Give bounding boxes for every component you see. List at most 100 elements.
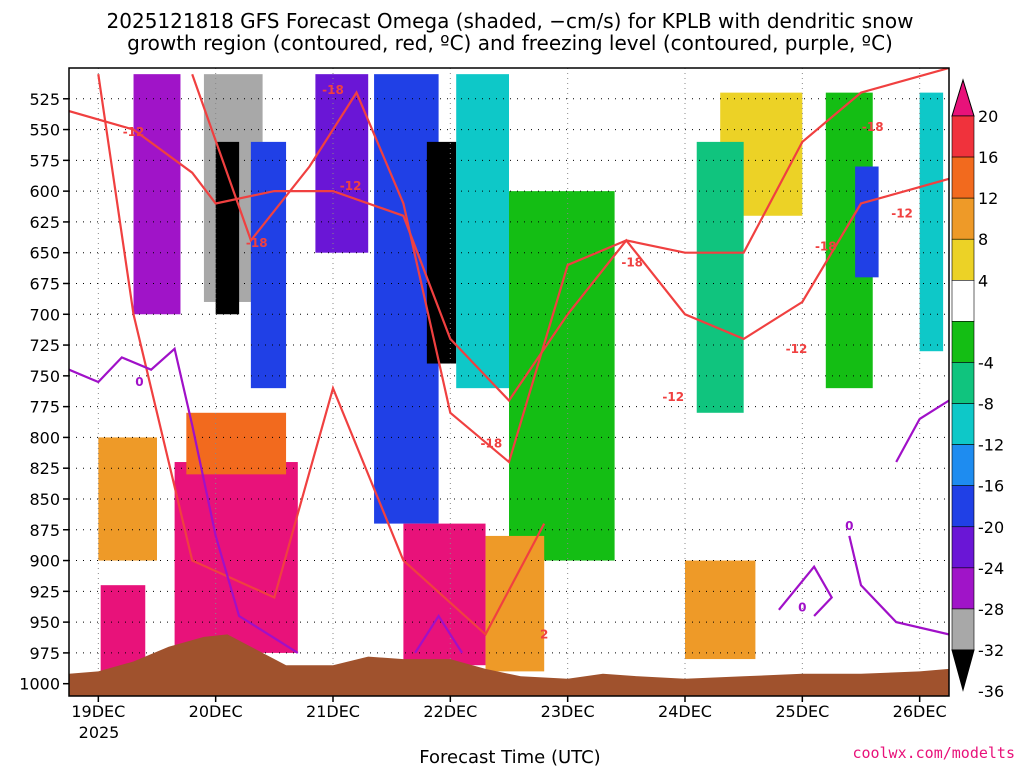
chart-title-line-2: growth region (contoured, red, ºC) and f… bbox=[127, 31, 893, 55]
time-tick-label: 21DEC bbox=[306, 702, 360, 721]
freezing-level-contour-line bbox=[848, 535, 949, 636]
pressure-tick-label: 850 bbox=[29, 490, 60, 509]
pressure-tick-label: 750 bbox=[29, 367, 60, 386]
colorbar-swatch bbox=[951, 362, 975, 404]
colorbar-label: -12 bbox=[978, 436, 1004, 455]
time-tick-label: 23DEC bbox=[541, 702, 595, 721]
pressure-tick-label: 550 bbox=[29, 121, 60, 140]
dgz-contour-label: -18 bbox=[481, 437, 503, 451]
colorbar-label: -32 bbox=[978, 641, 1004, 660]
omega-shading bbox=[98, 74, 944, 672]
colorbar-swatch bbox=[951, 238, 975, 281]
terrain-profile bbox=[69, 634, 949, 696]
dgz-contour-label: -12 bbox=[786, 342, 808, 356]
omega-region bbox=[456, 74, 509, 389]
dgz-contour-label: -18 bbox=[322, 83, 344, 97]
pressure-tick-label: 775 bbox=[29, 398, 60, 417]
time-axis: 19DEC 20DEC 21DEC 22DEC 23DEC 24DEC 25DEC 26DEC bbox=[71, 696, 947, 721]
time-tick-label: 25DEC bbox=[775, 702, 829, 721]
colorbar-swatch bbox=[951, 280, 975, 322]
dgz-contour-label: -18 bbox=[246, 236, 268, 250]
colorbar-label: -8 bbox=[978, 395, 994, 414]
plot-frame bbox=[68, 67, 950, 697]
dgz-contour-line bbox=[97, 74, 546, 637]
pressure-tick-label: 825 bbox=[29, 459, 60, 478]
time-tick-label: 22DEC bbox=[423, 702, 477, 721]
omega-region bbox=[100, 585, 146, 672]
pressure-tick-label: 525 bbox=[29, 90, 60, 109]
colorbar-label: -24 bbox=[978, 559, 1004, 578]
dgz-contour-line bbox=[69, 110, 949, 403]
colorbar-swatch bbox=[951, 567, 975, 610]
colorbar-label: 20 bbox=[978, 107, 998, 126]
freezing-level-contour-label: 0 bbox=[135, 375, 143, 389]
pressure-tick-label: 1000 bbox=[19, 675, 60, 694]
omega-region bbox=[315, 74, 369, 253]
pressure-tick-label: 600 bbox=[29, 182, 60, 201]
omega-region bbox=[685, 560, 756, 660]
chart-title-line-1: 2025121818 GFS Forecast Omega (shaded, −… bbox=[107, 9, 914, 33]
dgz-contour-label: -12 bbox=[662, 390, 684, 404]
colorbar-swatch bbox=[951, 115, 975, 158]
omega-region bbox=[855, 166, 879, 278]
pressure-tick-label: 575 bbox=[29, 151, 60, 170]
dgz-contour-label: -12 bbox=[123, 125, 145, 139]
freezing-level-contour-line bbox=[778, 564, 834, 617]
colorbar-swatch bbox=[951, 321, 975, 363]
colorbar-swatch bbox=[951, 403, 975, 445]
colorbar-label: 8 bbox=[978, 230, 988, 249]
pressure-tick-label: 700 bbox=[29, 305, 60, 324]
freezing-level-contour-line bbox=[414, 613, 464, 654]
omega-region bbox=[174, 462, 298, 653]
colorbar-label: -20 bbox=[978, 518, 1004, 537]
omega-region bbox=[696, 141, 744, 413]
colorbar-arrow-bottom bbox=[951, 649, 975, 692]
colorbar-arrow-top bbox=[951, 78, 975, 117]
dgz-contour-label: 2 bbox=[540, 627, 548, 641]
omega-region bbox=[919, 92, 944, 352]
omega-region bbox=[186, 412, 287, 475]
colorbar-label: 4 bbox=[978, 271, 988, 290]
colorbar-label: -4 bbox=[978, 353, 994, 372]
omega-region bbox=[403, 523, 486, 666]
dgz-contour-label: -18 bbox=[815, 240, 837, 254]
x-axis-year: 2025 bbox=[79, 723, 120, 742]
freezing-level-contour-label: 0 bbox=[845, 519, 853, 533]
colorbar-swatch bbox=[951, 608, 975, 651]
freezing-level-contour-line bbox=[895, 399, 949, 463]
colorbar-swatch bbox=[951, 526, 975, 569]
pressure-tick-label: 725 bbox=[29, 336, 60, 355]
dgz-contour-label: -12 bbox=[891, 206, 913, 220]
pressure-tick-label: 650 bbox=[29, 244, 60, 263]
colorbar-swatch bbox=[951, 485, 975, 528]
pressure-tick-label: 625 bbox=[29, 213, 60, 232]
omega-region bbox=[485, 535, 545, 672]
pressure-tick-label: 975 bbox=[29, 644, 60, 663]
time-tick-label: 24DEC bbox=[658, 702, 712, 721]
colorbar-label: 12 bbox=[978, 189, 998, 208]
freezing-level-contour-line bbox=[69, 346, 299, 654]
pressure-tick-label: 925 bbox=[29, 582, 60, 601]
terrain-fill bbox=[69, 634, 949, 696]
colorbar-label: -16 bbox=[978, 477, 1004, 496]
pressure-tick-label: 950 bbox=[29, 613, 60, 632]
freezing-level-contour-label: 0 bbox=[798, 600, 806, 614]
omega-region bbox=[250, 141, 287, 389]
colorbar-label: -36 bbox=[978, 682, 1004, 701]
dgz-contour-label: -18 bbox=[621, 256, 643, 270]
omega-region bbox=[98, 437, 157, 561]
dgz-contour-label: -18 bbox=[862, 120, 884, 134]
x-axis-label: Forecast Time (UTC) bbox=[419, 747, 600, 768]
pressure-tick-label: 900 bbox=[29, 552, 60, 571]
pressure-tick-label: 875 bbox=[29, 521, 60, 540]
pressure-tick-label: 800 bbox=[29, 428, 60, 447]
contours: -12 -18 -12 -18 -18 -12 -18 -18 -12 -18 -12 2 0 0 0 bbox=[69, 68, 949, 654]
credit-text: coolwx.com/modelts bbox=[852, 744, 1015, 762]
colorbar: 20 16 12 8 4 -4 -8 -12 -16 -20 -24 -28 -32 -36 bbox=[951, 78, 1004, 701]
time-tick-label: 19DEC bbox=[71, 702, 125, 721]
colorbar-swatch bbox=[951, 156, 975, 199]
pressure-tick-label: 675 bbox=[29, 274, 60, 293]
pressure-axis: 525 550 575 600 625 650 675 700 725 750 775 800 825 8… bbox=[19, 90, 69, 694]
colorbar-swatch bbox=[951, 197, 975, 240]
